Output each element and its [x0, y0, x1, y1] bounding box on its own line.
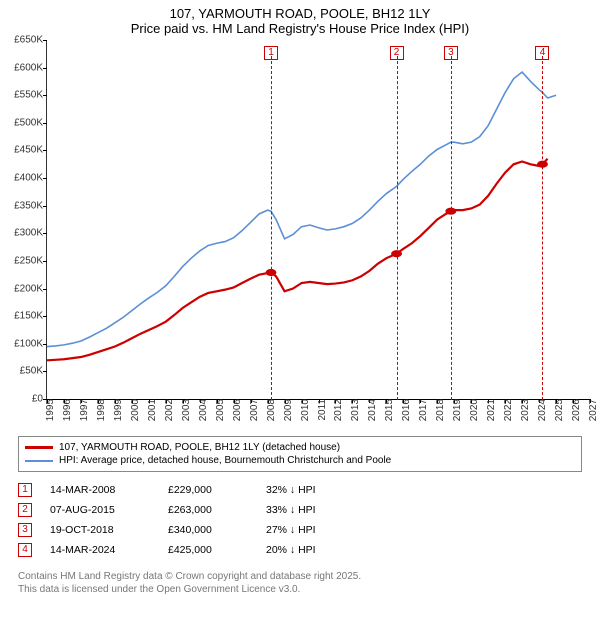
- x-axis-label: 2018: [433, 399, 446, 421]
- x-axis-label: 2006: [230, 399, 243, 421]
- x-axis-label: 1999: [111, 399, 124, 421]
- y-axis-label: £650K: [14, 35, 47, 46]
- x-axis-label: 2027: [586, 399, 599, 421]
- x-axis-label: 2005: [213, 399, 226, 421]
- y-axis-label: £200K: [14, 283, 47, 294]
- x-axis-label: 1998: [94, 399, 107, 421]
- sale-row: 2 07-AUG-2015 £263,000 33% ↓ HPI: [18, 500, 582, 520]
- legend-row: 107, YARMOUTH ROAD, POOLE, BH12 1LY (det…: [25, 441, 575, 454]
- x-axis-label: 2026: [569, 399, 582, 421]
- x-axis-label: 2021: [484, 399, 497, 421]
- sale-row-delta: 33% ↓ HPI: [266, 504, 366, 516]
- x-axis-label: 2008: [264, 399, 277, 421]
- sale-row-date: 07-AUG-2015: [50, 504, 150, 516]
- x-axis-label: 2010: [298, 399, 311, 421]
- sale-row-delta: 32% ↓ HPI: [266, 484, 366, 496]
- sale-callout-line: [451, 56, 452, 400]
- sale-callout-line: [397, 56, 398, 400]
- sale-callout-2: 2: [390, 42, 404, 60]
- x-axis-label: 2014: [365, 399, 378, 421]
- legend-row: HPI: Average price, detached house, Bour…: [25, 454, 575, 467]
- y-axis-label: £600K: [14, 62, 47, 73]
- sale-callout-line: [542, 56, 543, 400]
- x-axis-label: 2015: [382, 399, 395, 421]
- attribution-line1: Contains HM Land Registry data © Crown c…: [18, 570, 582, 583]
- attribution-line2: This data is licensed under the Open Gov…: [18, 583, 582, 596]
- x-axis-label: 2017: [416, 399, 429, 421]
- sale-row-price: £229,000: [168, 484, 248, 496]
- y-axis-label: £400K: [14, 173, 47, 184]
- plot-area: £0£50K£100K£150K£200K£250K£300K£350K£400…: [46, 40, 590, 400]
- x-axis-label: 2000: [128, 399, 141, 421]
- x-axis-label: 1996: [60, 399, 73, 421]
- x-axis-label: 2013: [348, 399, 361, 421]
- x-axis-label: 1995: [43, 399, 56, 421]
- chart-area: £0£50K£100K£150K£200K£250K£300K£350K£400…: [46, 40, 590, 430]
- x-axis-label: 2019: [450, 399, 463, 421]
- y-axis-label: £350K: [14, 200, 47, 211]
- x-axis-label: 1997: [77, 399, 90, 421]
- legend-box: 107, YARMOUTH ROAD, POOLE, BH12 1LY (det…: [18, 436, 582, 472]
- chart-title-address: 107, YARMOUTH ROAD, POOLE, BH12 1LY: [0, 6, 600, 21]
- sales-table: 1 14-MAR-2008 £229,000 32% ↓ HPI 2 07-AUG-201…: [18, 480, 582, 560]
- y-axis-label: £250K: [14, 255, 47, 266]
- chart-title-block: 107, YARMOUTH ROAD, POOLE, BH12 1LY Pric…: [0, 0, 600, 40]
- sale-row-date: 19-OCT-2018: [50, 524, 150, 536]
- sale-callout-1: 1: [264, 42, 278, 60]
- sale-row-delta: 27% ↓ HPI: [266, 524, 366, 536]
- sale-row-marker: 4: [18, 543, 32, 557]
- x-axis-label: 2007: [247, 399, 260, 421]
- sale-row-price: £425,000: [168, 544, 248, 556]
- x-axis-label: 2009: [281, 399, 294, 421]
- sale-row-delta: 20% ↓ HPI: [266, 544, 366, 556]
- y-axis-label: £50K: [20, 366, 47, 377]
- sale-callout-line: [271, 56, 272, 400]
- y-axis-label: £500K: [14, 117, 47, 128]
- x-axis-label: 2011: [315, 399, 328, 421]
- x-axis-label: 2024: [535, 399, 548, 421]
- sale-row-date: 14-MAR-2024: [50, 544, 150, 556]
- legend-swatch: [25, 460, 53, 462]
- sale-callout-4: 4: [535, 42, 549, 60]
- x-axis-label: 2023: [518, 399, 531, 421]
- sale-row-date: 14-MAR-2008: [50, 484, 150, 496]
- x-axis-label: 2003: [179, 399, 192, 421]
- sale-row-marker: 3: [18, 523, 32, 537]
- x-axis-label: 2012: [331, 399, 344, 421]
- x-axis-label: 2016: [399, 399, 412, 421]
- y-axis-label: £450K: [14, 145, 47, 156]
- legend-label: 107, YARMOUTH ROAD, POOLE, BH12 1LY (det…: [59, 442, 340, 453]
- legend-swatch: [25, 446, 53, 449]
- sale-row: 3 19-OCT-2018 £340,000 27% ↓ HPI: [18, 520, 582, 540]
- series-price_paid: [47, 159, 548, 361]
- sale-row-price: £340,000: [168, 524, 248, 536]
- sale-row-price: £263,000: [168, 504, 248, 516]
- sale-row: 4 14-MAR-2024 £425,000 20% ↓ HPI: [18, 540, 582, 560]
- attribution-text: Contains HM Land Registry data © Crown c…: [18, 570, 582, 596]
- y-axis-label: £550K: [14, 90, 47, 101]
- sale-row: 1 14-MAR-2008 £229,000 32% ↓ HPI: [18, 480, 582, 500]
- x-axis-label: 2004: [196, 399, 209, 421]
- sale-row-marker: 2: [18, 503, 32, 517]
- x-axis-label: 2020: [467, 399, 480, 421]
- y-axis-label: £100K: [14, 338, 47, 349]
- sale-row-marker: 1: [18, 483, 32, 497]
- x-axis-label: 2022: [501, 399, 514, 421]
- y-axis-label: £150K: [14, 311, 47, 322]
- y-axis-label: £300K: [14, 228, 47, 239]
- sale-callout-3: 3: [444, 42, 458, 60]
- chart-lines: [47, 40, 590, 399]
- x-axis-label: 2001: [145, 399, 158, 421]
- chart-title-subtitle: Price paid vs. HM Land Registry's House …: [0, 21, 600, 36]
- x-axis-label: 2025: [552, 399, 565, 421]
- x-axis-label: 2002: [162, 399, 175, 421]
- series-hpi: [47, 72, 556, 346]
- legend-label: HPI: Average price, detached house, Bour…: [59, 455, 391, 466]
